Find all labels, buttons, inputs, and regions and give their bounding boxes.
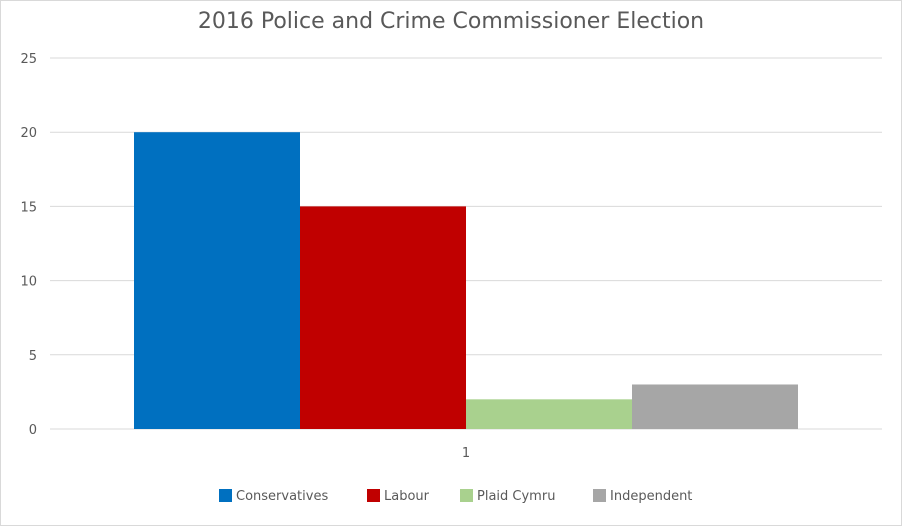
x-tick-label: 1 bbox=[462, 446, 470, 461]
bar-labour bbox=[300, 206, 466, 429]
bar-plaid-cymru bbox=[466, 399, 632, 429]
y-tick-label: 10 bbox=[20, 275, 37, 290]
bars bbox=[134, 132, 798, 429]
chart-title: 2016 Police and Crime Commissioner Elect… bbox=[198, 9, 704, 34]
legend-item-independent: Independent bbox=[593, 489, 692, 504]
y-tick-label: 25 bbox=[20, 52, 37, 67]
y-tick-label: 15 bbox=[20, 200, 37, 215]
bar-conservatives bbox=[134, 132, 300, 429]
legend-item-plaid-cymru: Plaid Cymru bbox=[460, 489, 555, 504]
legend-item-labour: Labour bbox=[367, 489, 430, 504]
legend-label: Labour bbox=[384, 489, 430, 504]
y-tick-label: 5 bbox=[29, 349, 37, 364]
legend-item-conservatives: Conservatives bbox=[219, 489, 328, 504]
x-axis-ticks: 1 bbox=[462, 446, 470, 461]
legend-swatch bbox=[460, 489, 473, 502]
bar-independent bbox=[632, 384, 798, 429]
y-axis-ticks: 0 5 10 15 20 25 bbox=[20, 52, 37, 438]
legend-label: Plaid Cymru bbox=[477, 489, 555, 504]
legend-label: Independent bbox=[610, 489, 692, 504]
legend-swatch bbox=[593, 489, 606, 502]
legend-swatch bbox=[367, 489, 380, 502]
y-tick-label: 0 bbox=[29, 423, 37, 438]
legend-label: Conservatives bbox=[236, 489, 328, 504]
legend: Conservatives Labour Plaid Cymru Independen… bbox=[219, 489, 692, 504]
legend-swatch bbox=[219, 489, 232, 502]
y-tick-label: 20 bbox=[20, 126, 37, 141]
